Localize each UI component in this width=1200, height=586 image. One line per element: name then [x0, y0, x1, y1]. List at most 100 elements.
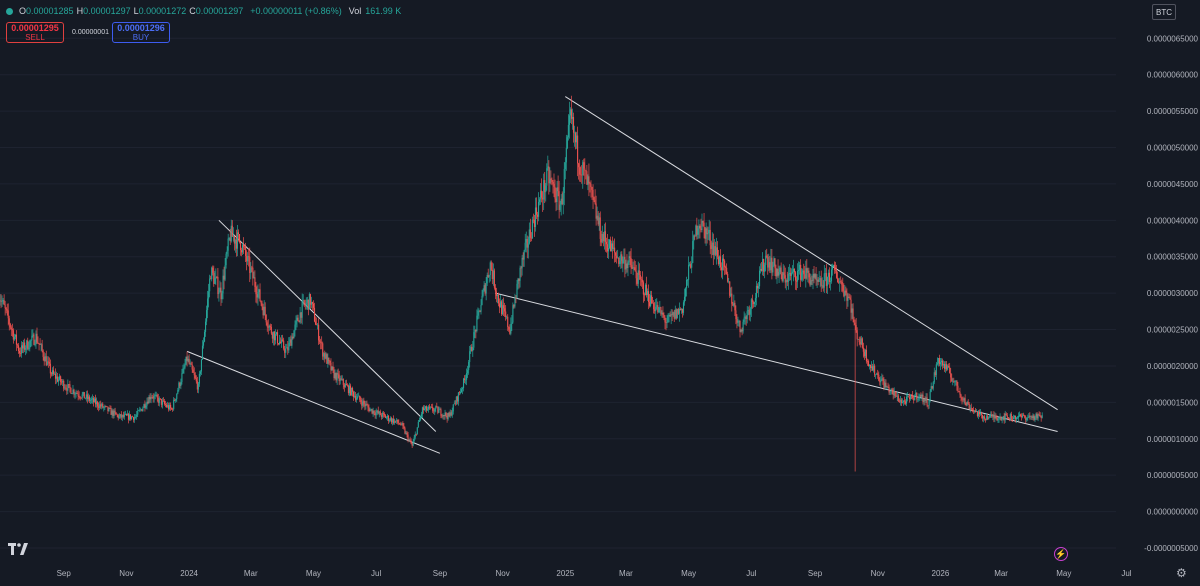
- candle-body: [927, 405, 929, 407]
- candle-body: [280, 341, 282, 344]
- candle-body: [770, 257, 772, 271]
- candle-body: [47, 361, 49, 363]
- candle-body: [944, 363, 946, 369]
- candle-body: [79, 396, 81, 398]
- candle-body: [674, 309, 676, 319]
- candle-body: [863, 351, 865, 357]
- candle-body: [27, 340, 29, 350]
- candle-body: [778, 271, 780, 276]
- candle-body: [250, 267, 252, 273]
- candle-body: [226, 250, 228, 254]
- candle-body: [252, 267, 254, 279]
- candle-body: [639, 274, 641, 280]
- candle-body: [486, 275, 488, 284]
- candle-body: [329, 360, 331, 363]
- candle-body: [773, 258, 775, 266]
- candle-body: [106, 406, 108, 407]
- candle-body: [154, 395, 156, 396]
- candle-body: [199, 371, 201, 374]
- time-axis[interactable]: Sep Nov 2024 Mar May Jul Sep Nov 2025 Mar May Jul Se…: [57, 569, 1132, 578]
- ohlc-key: C: [189, 6, 196, 16]
- candle-body: [141, 409, 143, 412]
- candle-body: [728, 281, 730, 283]
- candle-body: [466, 373, 468, 380]
- price-axis[interactable]: 0.0000065000 0.0000060000 0.0000055000 0.00…: [1144, 34, 1198, 553]
- candle-body: [441, 415, 443, 417]
- candle-body: [10, 327, 12, 330]
- candle-body: [342, 379, 344, 385]
- candle-body: [834, 264, 836, 270]
- candle-body: [219, 287, 221, 293]
- candle-body: [69, 384, 71, 389]
- lightning-bolt-icon[interactable]: ⚡: [1054, 547, 1068, 561]
- candle-body: [900, 399, 902, 404]
- candle-body: [569, 109, 571, 116]
- candle-body: [842, 284, 844, 292]
- candle-body: [103, 407, 105, 408]
- candle-body: [725, 267, 727, 268]
- candle-body: [179, 382, 181, 386]
- candle-body: [387, 415, 390, 421]
- buy-button[interactable]: 0.00001296 BUY: [112, 22, 170, 43]
- candle-body: [835, 269, 837, 271]
- candle-body: [1023, 414, 1025, 416]
- candle-body: [811, 280, 813, 282]
- candle-body: [121, 414, 123, 418]
- currency-selector[interactable]: BTC: [1152, 4, 1176, 20]
- sell-button[interactable]: 0.00001295 SELL: [6, 22, 64, 43]
- candle-body: [368, 407, 370, 412]
- candle-body: [586, 171, 588, 185]
- candle-body: [702, 220, 704, 223]
- candle-body: [583, 162, 585, 169]
- candle-body: [974, 410, 976, 412]
- candle-body: [46, 361, 48, 366]
- candle-body: [310, 302, 312, 305]
- candle-body: [13, 336, 15, 340]
- gear-icon[interactable]: ⚙: [1176, 566, 1187, 580]
- candle-body: [1011, 418, 1013, 420]
- candle-body: [470, 346, 472, 352]
- candle-body: [364, 403, 366, 407]
- candle-body: [625, 263, 627, 270]
- candle-body: [669, 314, 671, 317]
- candle-body: [43, 356, 45, 362]
- candle-body: [700, 228, 702, 231]
- candle-body: [661, 312, 663, 315]
- candle-body: [25, 347, 27, 350]
- candle-body: [784, 275, 786, 283]
- candle-body: [579, 167, 581, 175]
- candle-body: [872, 366, 874, 371]
- candle-body: [421, 407, 423, 415]
- candle-body: [1037, 414, 1039, 419]
- candle-body: [540, 190, 542, 200]
- candle-body: [41, 344, 43, 351]
- candle-body: [160, 399, 162, 405]
- candle-body: [207, 298, 209, 311]
- candle-body: [469, 351, 471, 362]
- candle-body: [78, 395, 80, 397]
- candle-body: [535, 207, 538, 215]
- candle-body: [918, 397, 920, 399]
- candle-body: [213, 272, 215, 284]
- candle-body: [562, 193, 564, 205]
- candle-body: [454, 403, 456, 405]
- candle-body: [792, 268, 795, 272]
- tradingview-logo-icon[interactable]: [8, 542, 28, 560]
- price-tick-label: 0.0000005000: [1147, 471, 1199, 480]
- candle-body: [68, 384, 70, 385]
- candle-body: [82, 392, 84, 395]
- candle-body: [297, 317, 299, 322]
- candle-body: [820, 278, 822, 286]
- candle-body: [913, 398, 915, 401]
- candle-body: [841, 281, 843, 285]
- candle-body: [991, 414, 993, 417]
- time-tick-label: Jul: [746, 569, 756, 578]
- candle-body: [662, 312, 664, 315]
- candle-body: [975, 411, 977, 412]
- candle-body: [159, 398, 161, 400]
- candle-body: [1019, 414, 1021, 416]
- candle-body: [202, 341, 205, 346]
- candle-body: [139, 409, 141, 411]
